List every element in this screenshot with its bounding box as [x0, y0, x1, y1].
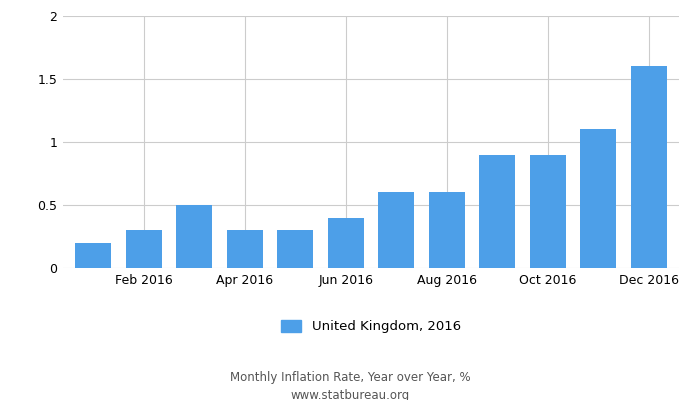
Bar	[529, 154, 566, 268]
Bar	[125, 230, 162, 268]
Bar	[631, 66, 667, 268]
Bar	[176, 205, 213, 268]
Bar	[580, 129, 617, 268]
Text: Monthly Inflation Rate, Year over Year, %: Monthly Inflation Rate, Year over Year, …	[230, 372, 470, 384]
Legend: United Kingdom, 2016: United Kingdom, 2016	[281, 320, 461, 333]
Bar	[75, 243, 111, 268]
Bar	[328, 218, 364, 268]
Bar	[428, 192, 465, 268]
Text: www.statbureau.org: www.statbureau.org	[290, 390, 410, 400]
Bar	[479, 154, 515, 268]
Bar	[277, 230, 314, 268]
Bar	[227, 230, 263, 268]
Bar	[378, 192, 414, 268]
